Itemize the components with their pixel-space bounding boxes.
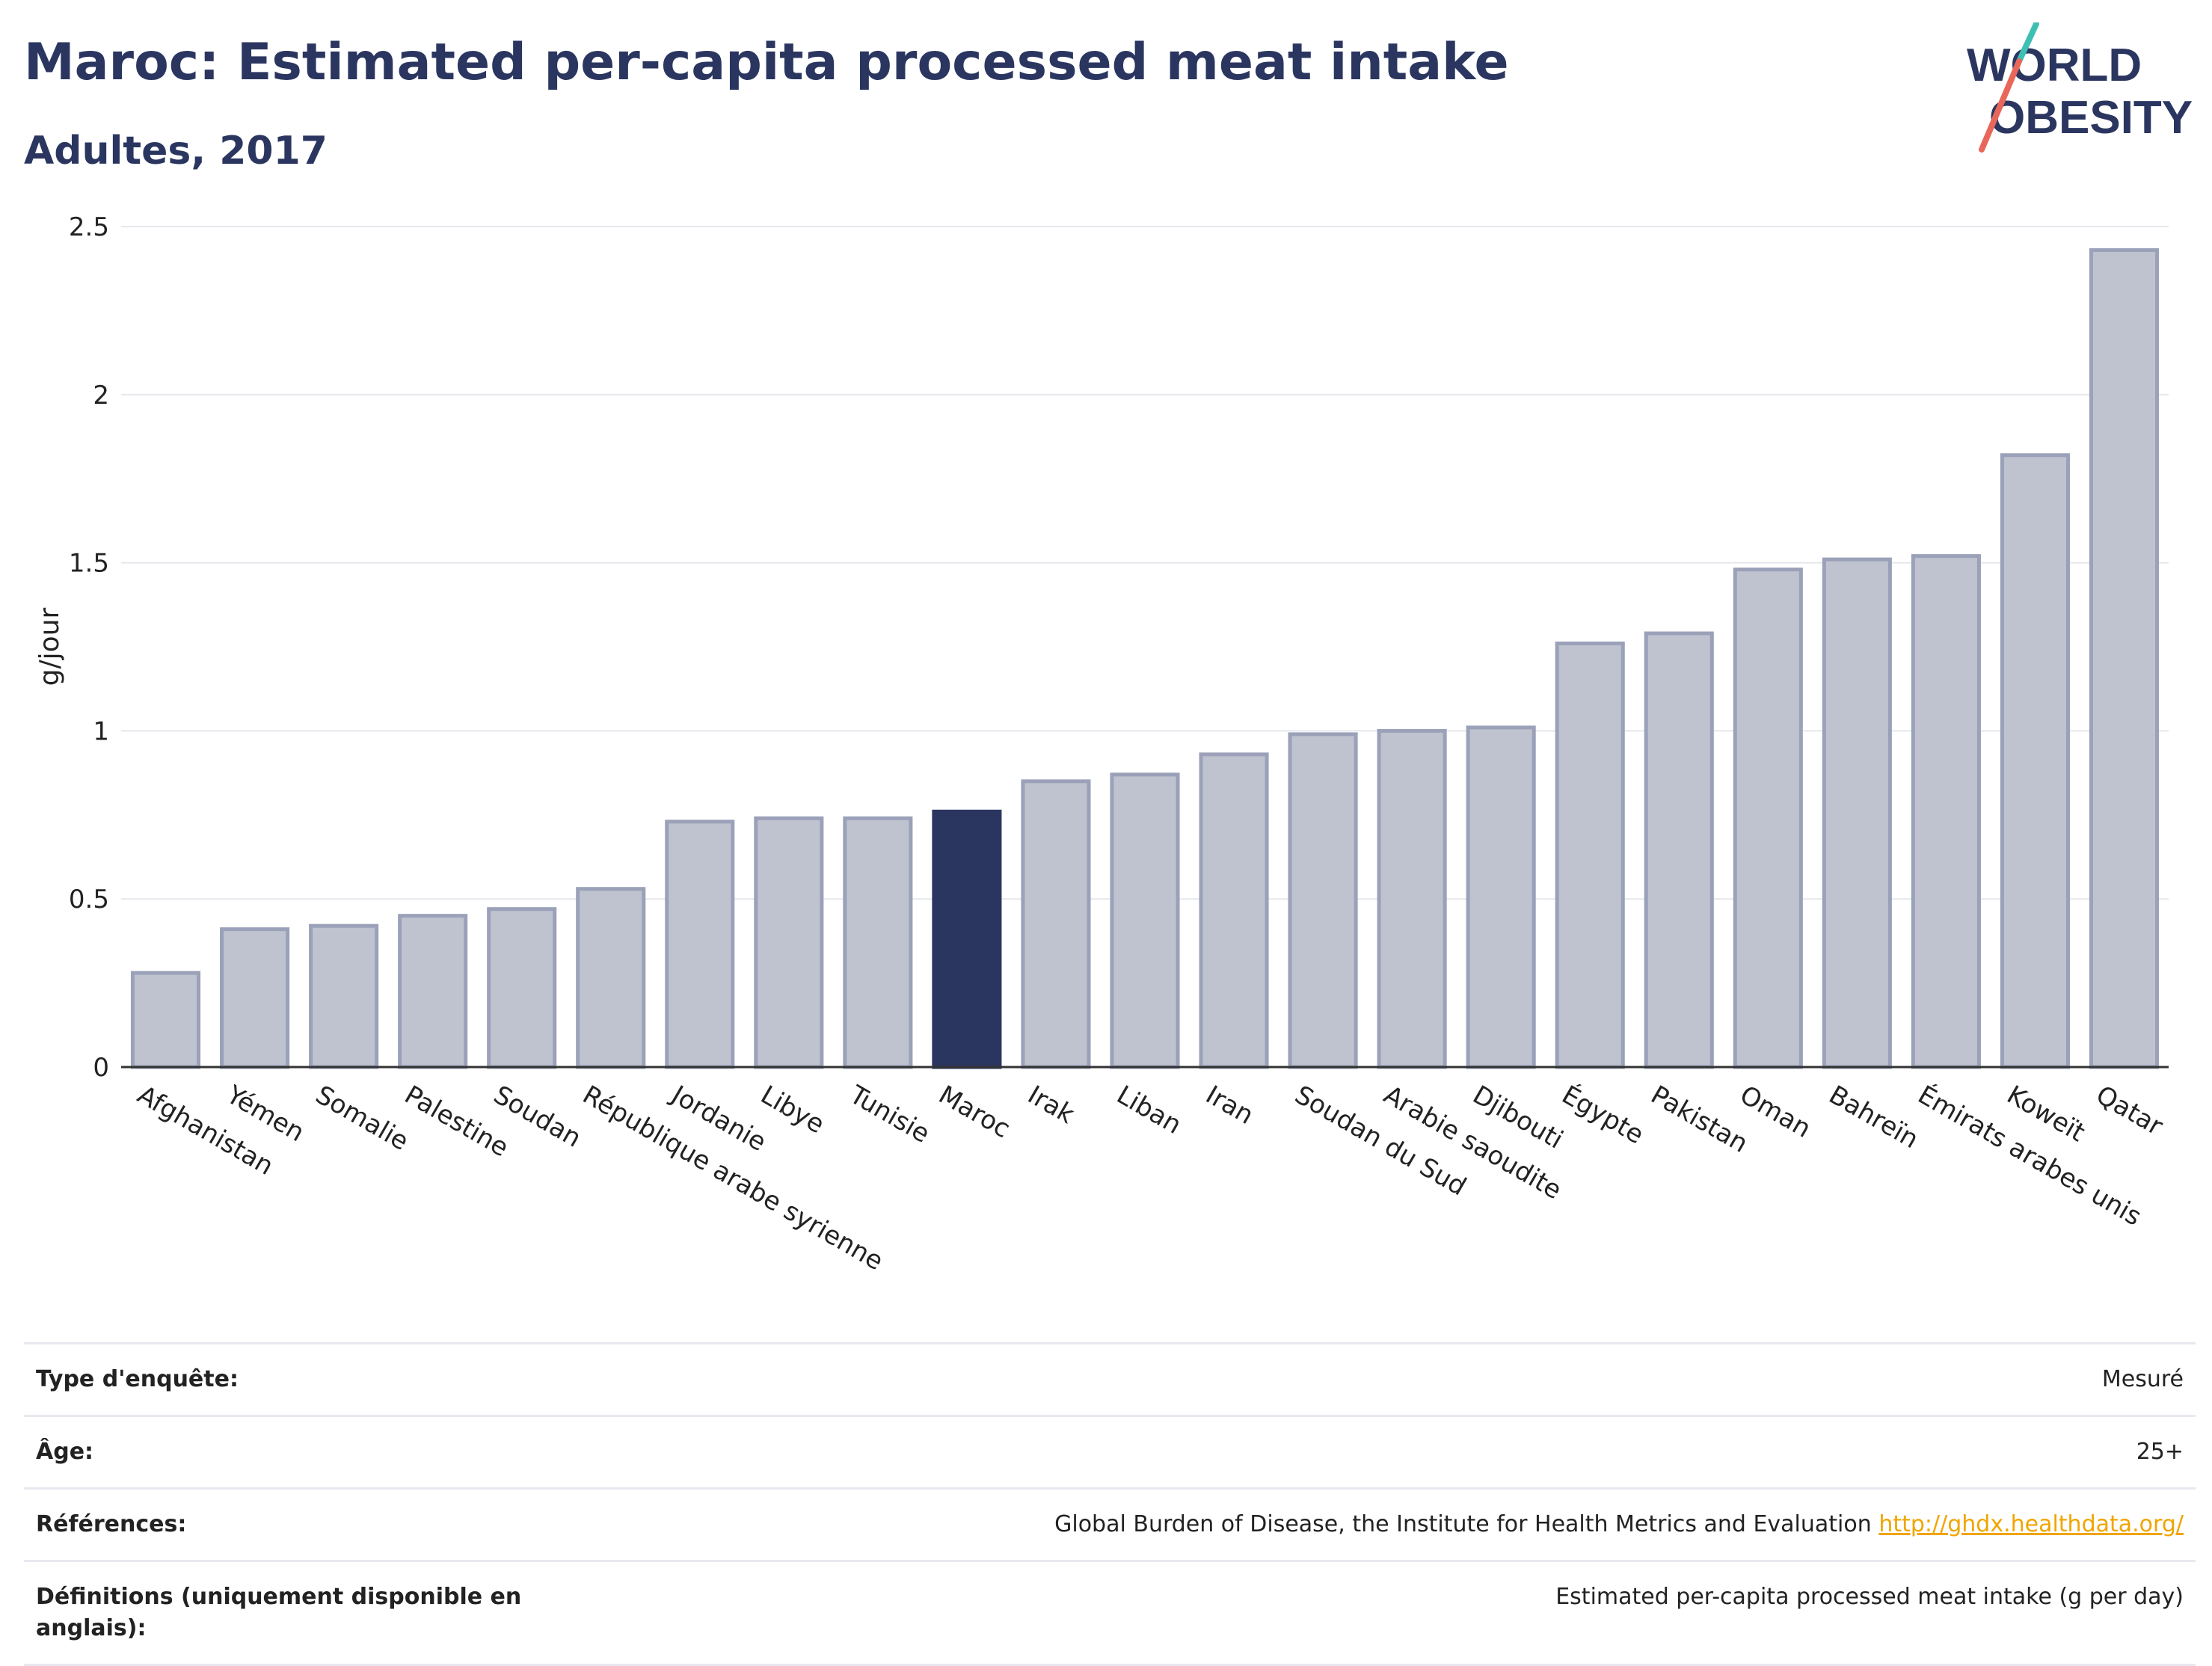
bar[interactable] [1644,631,1714,1069]
bar[interactable] [130,971,201,1069]
x-tick-label: Iran [1201,1080,1259,1131]
bar[interactable] [1110,772,1180,1069]
bar[interactable] [220,927,290,1069]
bar[interactable] [1466,725,1536,1069]
x-tick-label: Irak [1022,1080,1079,1130]
x-tick-label: Somalie [310,1080,414,1157]
bar[interactable] [843,816,913,1069]
info-value: 25+ [571,1415,2196,1490]
bar[interactable] [754,816,824,1069]
logo-slash-coral [1979,58,2022,153]
y-tick-label: 0 [93,1053,109,1083]
bar[interactable] [309,923,379,1069]
bar[interactable] [1199,752,1269,1069]
info-row-age: Âge: 25+ [24,1415,2196,1490]
x-tick-label: Égypte [1557,1079,1650,1150]
info-label: Définitions (uniquement disponible en an… [24,1560,571,1666]
x-tick-label: Tunisie [844,1080,936,1149]
info-label: Type d'enquête: [24,1342,571,1417]
bars [130,248,2160,1069]
bar[interactable] [665,820,735,1069]
logo-line-1: WORLD [1967,40,2142,91]
reference-link[interactable]: http://ghdx.healthdata.org/ [1878,1511,2184,1537]
bar[interactable] [1911,554,1981,1069]
x-tick-label: Liban [1112,1080,1187,1140]
y-tick-label: 2 [93,381,109,411]
bar[interactable] [2089,248,2160,1069]
bar[interactable] [576,887,646,1069]
chart-title: Maroc: Estimated per-capita processed me… [24,33,1509,92]
info-value: Estimated per-capita processed meat inta… [571,1560,2196,1666]
bar[interactable] [2000,453,2070,1069]
bar[interactable] [1822,557,1892,1069]
y-tick-label: 2.5 [69,212,109,242]
logo-slash-teal [2016,22,2039,64]
world-obesity-logo: WORLD OBESITY [1967,22,2193,153]
y-tick-label: 0.5 [69,885,109,915]
bar-highlighted[interactable] [932,809,1002,1069]
bar[interactable] [1021,779,1091,1069]
x-tick-label: Maroc [933,1080,1015,1144]
info-table: Type d'enquête: Mesuré Âge: 25+ Référenc… [24,1342,2196,1666]
info-row-definitions: Définitions (uniquement disponible en an… [24,1560,2196,1666]
bar[interactable] [1733,568,1803,1069]
bar[interactable] [487,907,557,1069]
info-label: Âge: [24,1415,571,1490]
info-row-survey-type: Type d'enquête: Mesuré [24,1342,2196,1417]
info-value: Mesuré [571,1342,2196,1417]
info-row-references: Références: Global Burden of Disease, th… [24,1487,2196,1562]
x-tick-label: Pakistan [1646,1080,1753,1159]
y-tick-label: 1 [93,716,109,746]
chart-subtitle: Adultes, 2017 [24,129,328,173]
info-label: Références: [24,1487,571,1562]
x-tick-label: Qatar [2091,1080,2168,1142]
y-axis-ticks: 0 0.5 1 1.5 2 2.5 [69,212,109,1083]
logo-line-2: OBESITY [1989,92,2193,144]
bar[interactable] [1288,732,1358,1069]
bar[interactable] [398,914,468,1069]
bar[interactable] [1555,642,1625,1069]
bar[interactable] [1377,728,1447,1069]
info-value: Global Burden of Disease, the Institute … [571,1487,2196,1562]
y-axis-title: g/jour [34,607,65,686]
y-tick-label: 1.5 [69,549,109,579]
x-tick-label: Bahreïn [1824,1080,1923,1155]
